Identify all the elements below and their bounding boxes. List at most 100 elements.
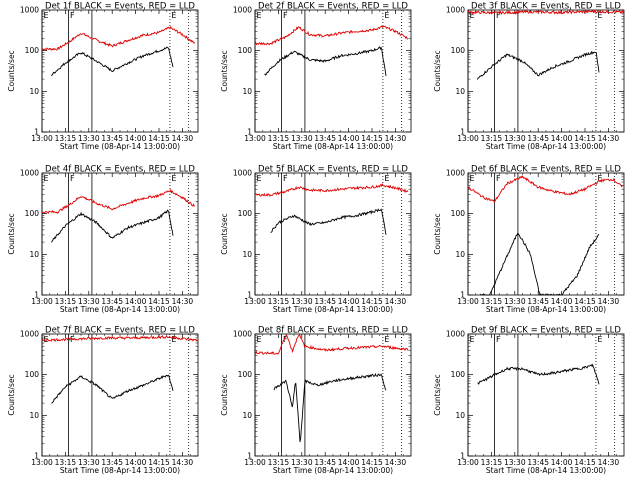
plot-frame xyxy=(254,9,412,133)
events-series-line xyxy=(480,232,600,297)
x-axis-label: Start Time (08-Apr-14 13:00:00) xyxy=(486,142,606,151)
detector-panel: Det 2f BLACK = Events, RED = LLD 1 10 100 10… xyxy=(220,2,412,151)
x-axis-label: Start Time (08-Apr-14 13:00:00) xyxy=(273,466,393,475)
x-tick-label: 13:00 xyxy=(244,134,266,143)
x-tick-label: 13:00 xyxy=(31,458,53,467)
x-axis-label: Start Time (08-Apr-14 13:00:00) xyxy=(486,305,606,314)
y-tick-label: 1 xyxy=(247,291,252,300)
detector-panel: Det 4f BLACK = Events, RED = LLD 1 10 100 10… xyxy=(7,165,199,314)
y-tick-label: 10 xyxy=(242,411,252,420)
time-marker-label: E xyxy=(470,11,475,20)
detector-panel: Det 1f BLACK = Events, RED = LLD 1 10 100 10… xyxy=(7,2,199,151)
y-tick-label: 1 xyxy=(460,128,465,137)
time-marker-label: E xyxy=(384,335,389,344)
time-marker-label: E xyxy=(44,174,49,183)
events-series-line xyxy=(477,363,600,385)
plot-frame xyxy=(467,172,625,296)
x-tick-label: 13:45 xyxy=(101,458,123,467)
x-tick-label: 14:30 xyxy=(598,297,620,306)
time-marker-label: E xyxy=(171,335,176,344)
y-tick-label: 1000 xyxy=(233,330,252,339)
y-tick-label: 1000 xyxy=(446,6,465,15)
x-tick-label: 14:30 xyxy=(385,458,407,467)
y-tick-label: 100 xyxy=(238,46,253,55)
y-tick-label: 1 xyxy=(247,128,252,137)
x-tick-label: 13:00 xyxy=(457,458,479,467)
x-tick-label: 14:00 xyxy=(125,134,147,143)
y-tick-label: 1 xyxy=(460,452,465,461)
x-axis-label: Start Time (08-Apr-14 13:00:00) xyxy=(60,466,180,475)
y-tick-label: 100 xyxy=(238,370,253,379)
x-tick-label: 14:15 xyxy=(148,134,170,143)
x-tick-label: 14:30 xyxy=(172,297,194,306)
y-tick-label: 100 xyxy=(25,370,40,379)
x-axis-label: Start Time (08-Apr-14 13:00:00) xyxy=(273,142,393,151)
x-tick-label: 14:00 xyxy=(551,458,573,467)
x-tick-label: 13:45 xyxy=(101,134,123,143)
time-marker-label: F xyxy=(283,11,288,20)
x-tick-label: 13:45 xyxy=(527,297,549,306)
plot-frame xyxy=(254,172,412,296)
lld-series-line xyxy=(467,9,625,16)
time-marker-label: E xyxy=(597,335,602,344)
y-tick-label: 10 xyxy=(455,250,465,259)
panel-title: Det 5f BLACK = Events, RED = LLD xyxy=(258,165,408,175)
y-tick-label: 100 xyxy=(238,209,253,218)
x-tick-label: 14:30 xyxy=(385,297,407,306)
x-tick-label: 13:45 xyxy=(314,297,336,306)
y-tick-label: 100 xyxy=(451,370,466,379)
y-tick-label: 1000 xyxy=(20,330,39,339)
y-tick-label: 10 xyxy=(242,250,252,259)
y-tick-label: 1 xyxy=(247,452,252,461)
y-tick-label: 1000 xyxy=(446,169,465,178)
lld-series-line xyxy=(254,25,409,46)
events-series-line xyxy=(51,209,174,243)
y-axis-label: Counts/sec xyxy=(7,213,16,254)
time-marker-label: E xyxy=(384,174,389,183)
x-tick-label: 13:15 xyxy=(268,297,290,306)
time-marker-label: E xyxy=(384,11,389,20)
x-tick-label: 14:30 xyxy=(598,134,620,143)
x-tick-label: 14:15 xyxy=(361,297,383,306)
x-tick-label: 13:30 xyxy=(291,134,313,143)
y-tick-label: 10 xyxy=(242,87,252,96)
y-tick-label: 10 xyxy=(455,411,465,420)
events-series-line xyxy=(273,372,387,443)
time-marker-label: F xyxy=(283,174,288,183)
time-marker-label: E xyxy=(597,174,602,183)
x-tick-label: 14:00 xyxy=(551,297,573,306)
x-axis-label: Start Time (08-Apr-14 13:00:00) xyxy=(273,305,393,314)
y-tick-label: 1 xyxy=(34,291,39,300)
lld-series-line xyxy=(254,334,409,355)
x-tick-label: 13:30 xyxy=(291,297,313,306)
y-tick-label: 1000 xyxy=(446,330,465,339)
y-axis-label: Counts/sec xyxy=(220,50,229,91)
plot-frame xyxy=(254,333,412,457)
x-tick-label: 14:30 xyxy=(598,458,620,467)
x-tick-label: 13:00 xyxy=(31,297,53,306)
x-tick-label: 13:30 xyxy=(78,134,100,143)
x-tick-label: 13:15 xyxy=(268,458,290,467)
x-tick-label: 14:00 xyxy=(125,297,147,306)
x-tick-label: 14:00 xyxy=(125,458,147,467)
time-marker-label: F xyxy=(496,11,501,20)
detector-panel: Det 3f BLACK = Events, RED = LLD 1 10 100 10… xyxy=(433,2,625,151)
x-tick-label: 14:00 xyxy=(338,458,360,467)
y-axis-label: Counts/sec xyxy=(220,374,229,415)
detector-panel: Det 8f BLACK = Events, RED = LLD 1 10 100 10… xyxy=(220,326,412,475)
x-tick-label: 13:15 xyxy=(481,134,503,143)
x-tick-label: 13:30 xyxy=(504,134,526,143)
time-marker-label: E xyxy=(171,11,176,20)
x-tick-label: 14:30 xyxy=(385,134,407,143)
panel-title: Det 7f BLACK = Events, RED = LLD xyxy=(45,326,195,336)
time-marker-label: E xyxy=(44,335,49,344)
y-tick-label: 100 xyxy=(25,46,40,55)
y-tick-label: 10 xyxy=(29,411,39,420)
x-tick-label: 13:15 xyxy=(481,458,503,467)
lld-series-line xyxy=(41,188,196,214)
x-tick-label: 14:15 xyxy=(148,458,170,467)
x-tick-label: 13:45 xyxy=(527,458,549,467)
x-tick-label: 14:15 xyxy=(361,134,383,143)
time-marker-label: E xyxy=(44,11,49,20)
